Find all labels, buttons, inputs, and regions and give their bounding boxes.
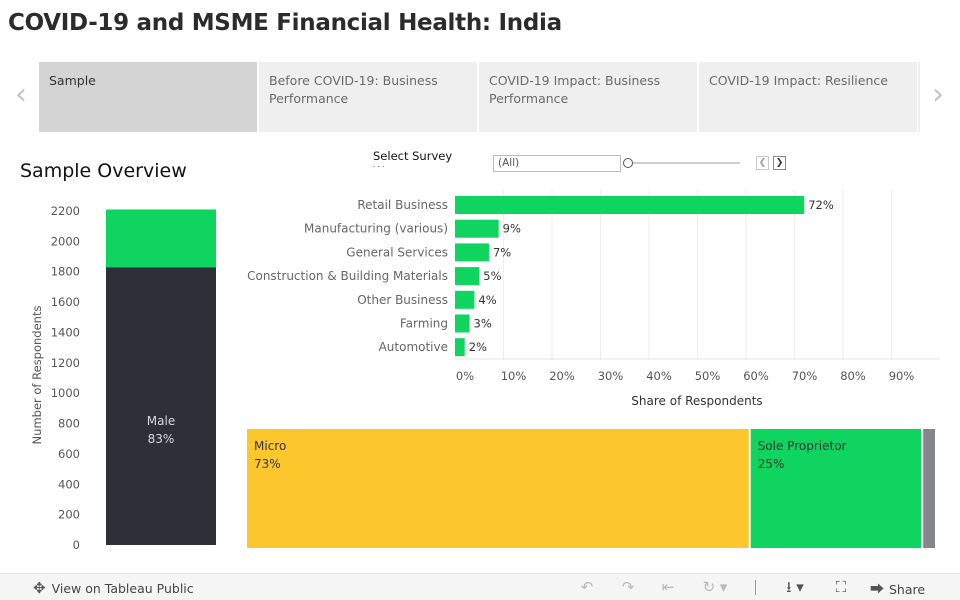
category-label: Other Business	[357, 293, 448, 307]
y-tick-label: 2000	[51, 234, 80, 248]
x-tick-label: 10%	[501, 369, 527, 383]
x-tick-label: 90%	[889, 369, 915, 383]
tab-impact-resilience[interactable]: COVID-19 Impact: Resilience	[699, 62, 917, 132]
share-icon: ⮕	[870, 582, 884, 598]
tab-overflow-edge	[918, 62, 920, 132]
fullscreen-icon[interactable]: ⛶	[835, 578, 847, 596]
x-tick-label: 50%	[695, 369, 721, 383]
x-tick-label: 0%	[456, 369, 474, 383]
value-label: 3%	[474, 317, 492, 331]
refresh-icon[interactable]: ↻ ▾	[702, 578, 728, 596]
segment-share: 25%	[758, 457, 785, 471]
industry-bar[interactable]	[455, 338, 465, 357]
gender-chart: Number of Respondents 0 200 400 600 800 1000 1…	[30, 204, 216, 552]
story-navigator: ‹ Sample Before COVID-19: Business Perfo…	[0, 62, 960, 132]
survey-wave-select[interactable]: (All)	[493, 155, 621, 172]
y-tick-label: 2200	[51, 204, 80, 218]
x-tick-label: 60%	[743, 369, 769, 383]
industry-bar[interactable]	[455, 290, 475, 309]
size-segment[interactable]	[750, 429, 922, 548]
y-axis-title: Number of Respondents	[30, 306, 44, 445]
category-label: Construction & Building Materials	[247, 269, 448, 283]
undo-icon[interactable]: ↶	[580, 578, 594, 596]
category-label: Automotive	[379, 340, 448, 354]
filter-label: Select Survey W	[373, 149, 453, 167]
view-on-tableau-link[interactable]: ✥ View on Tableau Public	[33, 579, 194, 597]
segment-label: Micro	[254, 439, 286, 453]
category-label: Farming	[400, 317, 448, 331]
tab-label: Before COVID-19: Business Performance	[269, 73, 438, 106]
value-label: 72%	[808, 198, 834, 212]
category-label: Retail Business	[357, 198, 448, 212]
y-tick-label: 800	[58, 417, 80, 431]
section-title: Sample Overview	[20, 160, 187, 182]
x-tick-label: 80%	[840, 369, 866, 383]
step-forward-icon[interactable]: ❯	[773, 156, 786, 170]
value-label: 9%	[503, 222, 521, 236]
share-button[interactable]: ⮕ Share	[870, 579, 925, 599]
share-label: Share	[889, 581, 926, 597]
segment-share-male: 83%	[148, 432, 175, 446]
industry-bar[interactable]	[455, 219, 499, 238]
category-label: General Services	[346, 245, 448, 259]
redo-icon[interactable]: ↷	[621, 578, 635, 596]
y-tick-label: 400	[58, 477, 80, 491]
tab-before-covid[interactable]: Before COVID-19: Business Performance	[259, 62, 477, 132]
revert-icon[interactable]: ⇤	[661, 578, 675, 596]
toolbar-divider	[755, 580, 756, 595]
size-segment[interactable]	[923, 429, 935, 548]
x-tick-label: 40%	[646, 369, 672, 383]
segment-label: Sole Proprietor	[758, 439, 847, 453]
y-tick-label: 1400	[51, 325, 80, 339]
x-tick-label: 70%	[792, 369, 818, 383]
dashboard-title: COVID-19 and MSME Financial Health: Indi…	[8, 10, 562, 36]
view-on-tableau-label: View on Tableau Public	[51, 580, 194, 596]
y-tick-label: 0	[73, 538, 80, 552]
y-tick-label: 1200	[51, 356, 80, 370]
survey-wave-slider-track[interactable]	[628, 162, 740, 164]
value-label: 5%	[483, 269, 501, 283]
size-chart: Micro 73% Sole Proprietor 25%	[247, 429, 935, 548]
segment-share: 73%	[254, 457, 281, 471]
segment-label-male: Male	[147, 414, 175, 428]
step-back-icon[interactable]: ❮	[756, 156, 769, 170]
y-tick-label: 1600	[51, 295, 80, 309]
industry-bar[interactable]	[455, 243, 489, 262]
y-tick-label: 1000	[51, 386, 80, 400]
size-segment[interactable]	[247, 429, 749, 548]
x-tick-label: 30%	[598, 369, 624, 383]
y-tick-label: 1800	[51, 265, 80, 279]
y-tick-label: 200	[58, 508, 80, 522]
bar-segment-other[interactable]	[106, 209, 216, 268]
tab-label: COVID-19 Impact: Business Performance	[489, 73, 661, 106]
chevron-right-icon[interactable]: ›	[932, 77, 944, 112]
x-tick-label: 20%	[549, 369, 575, 383]
survey-wave-slider-thumb[interactable]	[623, 158, 633, 168]
x-axis-title: Share of Respondents	[631, 394, 762, 408]
category-label: Manufacturing (various)	[304, 222, 448, 236]
industry-chart: Retail Business 72% Manufacturing (various…	[247, 190, 940, 408]
tableau-toolbar: ✥ View on Tableau Public ↶ ↷ ⇤ ↻ ▾ ⭳ ▾ ⛶…	[0, 573, 960, 600]
value-label: 4%	[478, 293, 496, 307]
tab-impact-performance[interactable]: COVID-19 Impact: Business Performance	[479, 62, 697, 132]
industry-bar[interactable]	[455, 196, 805, 214]
industry-bar[interactable]	[455, 314, 470, 333]
value-label: 2%	[469, 340, 487, 354]
industry-bar[interactable]	[455, 267, 480, 286]
tab-sample[interactable]: Sample	[39, 62, 257, 132]
tableau-logo-icon: ✥	[33, 579, 46, 597]
tab-label: COVID-19 Impact: Resilience	[709, 73, 888, 88]
value-label: 7%	[493, 245, 511, 259]
chevron-left-icon[interactable]: ‹	[15, 77, 27, 112]
y-tick-label: 600	[58, 447, 80, 461]
download-icon[interactable]: ⭳ ▾	[786, 578, 804, 596]
bar-segment-male[interactable]	[106, 267, 216, 545]
tab-label: Sample	[49, 73, 96, 88]
